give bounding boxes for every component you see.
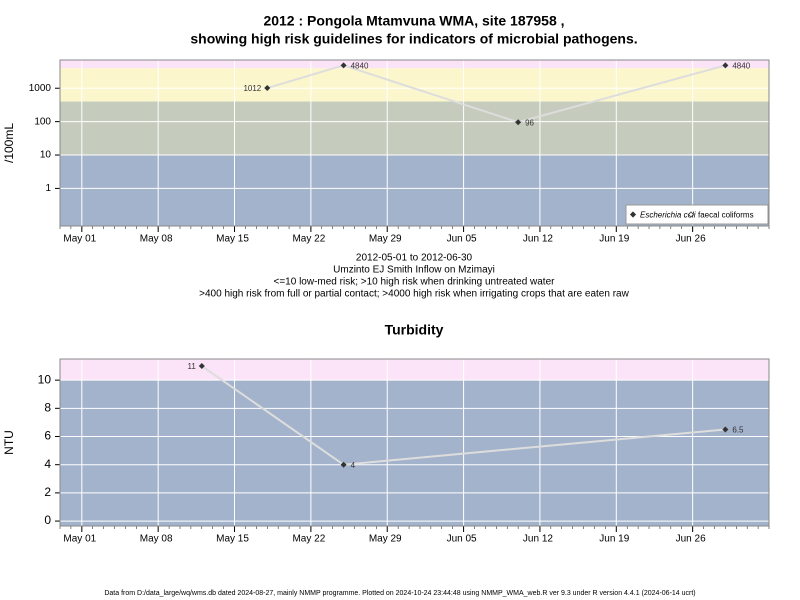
y-tick-label: 10 xyxy=(40,150,52,161)
x-tick-label: Jun 26 xyxy=(676,234,706,245)
x-tick-label: May 01 xyxy=(63,234,96,245)
y-axis-label: /100mL xyxy=(2,123,16,163)
note: 2012-05-01 to 2012-06-30 xyxy=(356,253,473,264)
data-point xyxy=(722,426,729,433)
y-tick-label: 1 xyxy=(45,183,51,194)
y-tick-label: 6 xyxy=(44,429,51,443)
x-tick-label: May 15 xyxy=(216,534,249,545)
data-point xyxy=(722,62,729,69)
y-tick-label: 0 xyxy=(44,513,51,527)
legend-box xyxy=(625,204,769,225)
y-tick-label: 4 xyxy=(44,457,51,471)
chart-title: 2012 : Pongola Mtamvuna WMA, site 187958… xyxy=(263,13,564,29)
data-label: 4840 xyxy=(732,61,750,70)
chart-title: showing high risk guidelines for indicat… xyxy=(190,31,637,47)
x-tick-label: May 15 xyxy=(216,234,249,245)
data-label: 4 xyxy=(351,461,356,470)
y-tick-label: 1000 xyxy=(29,83,52,94)
note: <=10 low-med risk; >10 high risk when dr… xyxy=(274,277,556,288)
legend-label: faecal coliforms xyxy=(698,211,754,220)
legend-label: Escherichia coli xyxy=(640,211,696,220)
x-tick-label: Jun 05 xyxy=(447,534,477,545)
chart-title: Turbidity xyxy=(385,322,444,338)
y-tick-label: 8 xyxy=(44,400,51,414)
data-point xyxy=(340,62,347,69)
x-tick-label: May 22 xyxy=(292,534,325,545)
x-tick-label: May 29 xyxy=(369,234,402,245)
data-point xyxy=(264,85,271,92)
footer: Data from D:/data_large/wq/wms.db dated … xyxy=(104,590,695,597)
data-label: 11 xyxy=(187,362,196,371)
legend-symbol xyxy=(629,211,637,218)
x-tick-label: May 22 xyxy=(292,234,325,245)
x-tick-label: Jun 12 xyxy=(523,234,553,245)
x-tick-label: May 08 xyxy=(140,234,173,245)
plot-frame xyxy=(59,358,770,527)
plot-frame xyxy=(59,59,770,227)
data-label: 1012 xyxy=(243,84,261,93)
data-point xyxy=(198,363,205,370)
x-tick-label: May 29 xyxy=(369,534,402,545)
data-label: 6.5 xyxy=(732,426,744,435)
y-tick-label: 100 xyxy=(34,116,51,127)
y-axis-label: NTU xyxy=(2,430,16,455)
risk-band xyxy=(60,380,769,526)
y-tick-label: 2 xyxy=(44,485,51,499)
risk-band xyxy=(60,60,769,69)
note: >400 high risk from full or partial cont… xyxy=(199,289,629,300)
x-tick-label: Jun 19 xyxy=(599,234,629,245)
risk-band xyxy=(60,68,769,102)
data-point xyxy=(340,461,347,468)
data-label: 4840 xyxy=(351,61,369,70)
data-label: 96 xyxy=(525,118,534,127)
x-tick-label: Jun 19 xyxy=(599,534,629,545)
risk-band xyxy=(60,101,769,156)
x-tick-label: May 08 xyxy=(140,534,173,545)
note: Umzinto EJ Smith Inflow on Mzimayi xyxy=(333,265,495,276)
x-tick-label: May 01 xyxy=(63,534,96,545)
y-tick-label: 10 xyxy=(38,372,52,386)
data-point xyxy=(515,119,522,126)
risk-band xyxy=(60,359,769,381)
series-line xyxy=(266,64,726,124)
legend-symbol xyxy=(687,211,695,218)
x-tick-label: Jun 26 xyxy=(676,534,706,545)
x-tick-label: Jun 05 xyxy=(447,234,477,245)
x-tick-label: Jun 12 xyxy=(523,534,553,545)
